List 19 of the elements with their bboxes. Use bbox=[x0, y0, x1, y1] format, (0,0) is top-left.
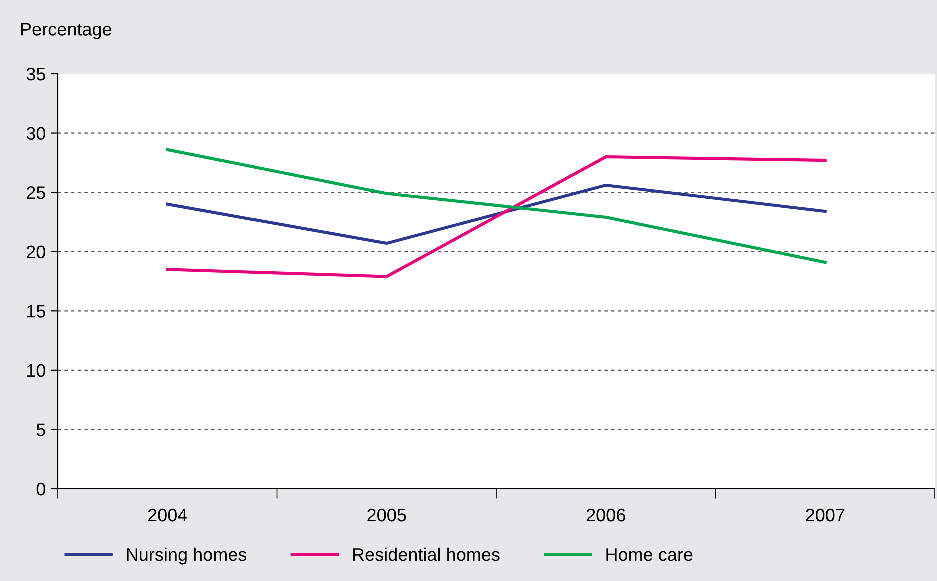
legend-label: Home care bbox=[606, 548, 693, 562]
line-series bbox=[166, 184, 827, 246]
line-series bbox=[166, 155, 827, 278]
x-tick-label: 2005 bbox=[368, 508, 406, 522]
x-tick-label: 2004 bbox=[148, 508, 188, 522]
y-tick-label: 10 bbox=[27, 364, 46, 378]
y-tick-label: 5 bbox=[36, 424, 46, 436]
y-tick-label: 0 bbox=[36, 482, 46, 496]
legend-label: Nursing homes bbox=[127, 548, 247, 565]
legend-label: Residential homes bbox=[353, 548, 500, 562]
x-tick-label: 2007 bbox=[806, 508, 845, 522]
x-tick-label: 2006 bbox=[586, 508, 626, 522]
y-axis-title: Percentage bbox=[21, 23, 112, 40]
y-tick-label: 25 bbox=[27, 186, 46, 200]
y-tick-label: 20 bbox=[27, 246, 46, 259]
y-tick-label: 15 bbox=[27, 305, 46, 318]
line-series bbox=[166, 148, 827, 264]
y-tick-label: 30 bbox=[26, 127, 46, 140]
y-tick-label: 35 bbox=[26, 68, 46, 81]
